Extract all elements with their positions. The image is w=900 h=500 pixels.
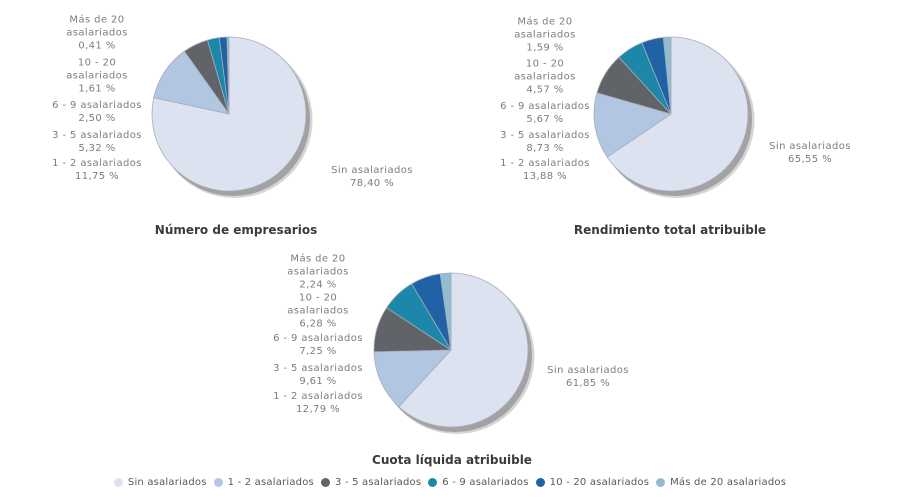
chart-title: Número de empresarios: [154, 223, 318, 237]
pie-slice-m-s-de-20-asalariados: [662, 36, 672, 115]
slice-label-m-s-de-20-asalariados: Más de 20 asalariados 2,24 %: [287, 253, 348, 292]
slice-label-line: 10 - 20: [525, 58, 565, 70]
slice-label-line: Más de 20: [517, 16, 573, 28]
slice-label-line: asalariados: [514, 71, 576, 83]
legend-item-1-2-asalariados: 1 - 2 asalariados: [213, 476, 314, 488]
legend-swatch-icon: [113, 477, 123, 487]
slice-label-line: 9,61 %: [299, 376, 337, 387]
slice-label-1-2-asalariados: 1 - 2 asalariados 13,88 %: [500, 157, 590, 183]
slice-label-line: 10 - 20: [298, 292, 338, 304]
slice-label-line: Más de 20: [69, 14, 125, 26]
legend-item-sin-asalariados: Sin asalariados: [113, 476, 207, 488]
slice-label-sin-asalariados: Sin asalariados 61,85 %: [547, 364, 629, 390]
slice-label-line: 4,57 %: [526, 84, 564, 96]
slice-label-line: 5,67 %: [526, 114, 564, 125]
slice-label-3-5-asalariados: 3 - 5 asalariados 9,61 %: [273, 362, 363, 388]
slice-label-3-5-asalariados: 3 - 5 asalariados 5,32 %: [52, 129, 142, 155]
chart-title: Rendimiento total atribuible: [573, 223, 767, 237]
legend-swatch-icon: [428, 477, 438, 487]
legend-item-6-9-asalariados: 6 - 9 asalariados: [428, 477, 528, 488]
slice-label-line: 65,55 %: [787, 154, 833, 165]
slice-label-line: Más de 20: [290, 253, 346, 265]
slice-label-m-s-de-20-asalariados: Más de 20 asalariados 0,41 %: [66, 14, 127, 53]
slice-label-line: 6 - 9 asalariados: [52, 100, 142, 111]
slice-label-line: 3 - 5 asalariados: [52, 130, 142, 141]
slice-label-sin-asalariados: Sin asalariados 65,55 %: [769, 140, 851, 166]
slice-label-line: 1 - 2 asalariados: [52, 158, 142, 169]
legend-label: 6 - 9 asalariados: [442, 476, 529, 488]
slice-label-1-2-asalariados: 1 - 2 asalariados 12,79 %: [273, 390, 363, 416]
legend-label: 10 - 20 asalariados: [549, 476, 650, 488]
legend-swatch-icon: [320, 477, 330, 487]
slice-label-line: 2,24 %: [299, 279, 337, 291]
slice-label-6-9-asalariados: 6 - 9 asalariados 5,67 %: [500, 100, 590, 126]
pie-slice-1-2-asalariados: [373, 349, 452, 408]
slice-label-line: 10 - 20: [77, 57, 117, 69]
pie-slice-m-s-de-20-asalariados: [439, 272, 452, 351]
slice-label-line: 3 - 5 asalariados: [500, 130, 590, 141]
pie-graphic: [151, 36, 313, 198]
slice-label-line: 11,75 %: [74, 171, 120, 182]
slice-label-line: 1,61 %: [78, 83, 116, 95]
slice-label-line: 6 - 9 asalariados: [273, 333, 363, 344]
slice-label-line: Sin asalariados: [769, 141, 851, 152]
slice-label-line: 78,40 %: [349, 178, 395, 189]
slice-label-10-20-asalariados: 10 - 20 asalariados 4,57 %: [514, 58, 575, 97]
slice-label-6-9-asalariados: 6 - 9 asalariados 7,25 %: [273, 332, 363, 358]
slice-label-m-s-de-20-asalariados: Más de 20 asalariados 1,59 %: [514, 16, 575, 55]
slice-label-line: Sin asalariados: [331, 165, 413, 176]
pie-slice-sin-asalariados: [151, 36, 307, 192]
slice-label-line: asalariados: [287, 266, 349, 278]
slice-label-line: 0,41 %: [78, 40, 116, 52]
legend-swatch-icon: [213, 477, 223, 487]
slice-label-line: 1,59 %: [526, 42, 564, 54]
pie-graphic: [373, 272, 535, 434]
legend-label: 1 - 2 asalariados: [227, 476, 314, 488]
slice-label-sin-asalariados: Sin asalariados 78,40 %: [331, 164, 413, 190]
slice-label-6-9-asalariados: 6 - 9 asalariados 2,50 %: [52, 99, 142, 125]
slice-label-1-2-asalariados: 1 - 2 asalariados 11,75 %: [52, 157, 142, 183]
slice-label-line: 12,79 %: [295, 404, 341, 415]
legend-item-m-s-de-20-asalariados: Más de 20 asalariados: [656, 477, 786, 488]
legend-label: Más de 20 asalariados: [670, 476, 787, 488]
slice-label-line: 1 - 2 asalariados: [500, 158, 590, 169]
slice-label-line: 13,88 %: [522, 171, 568, 182]
slice-label-line: 5,32 %: [78, 143, 116, 154]
legend-label: 3 - 5 asalariados: [334, 476, 422, 488]
slice-label-line: Sin asalariados: [547, 365, 629, 376]
slice-label-3-5-asalariados: 3 - 5 asalariados 8,73 %: [500, 129, 590, 155]
slice-label-line: 6,28 %: [299, 318, 337, 330]
chart-legend: Sin asalariados 1 - 2 asalariados 3 - 5 as…: [0, 473, 900, 491]
slice-label-line: asalariados: [514, 29, 576, 41]
slice-label-line: asalariados: [66, 27, 128, 39]
pie-graphic: [593, 36, 755, 198]
legend-item-3-5-asalariados: 3 - 5 asalariados: [320, 476, 422, 488]
slice-label-line: asalariados: [287, 305, 349, 317]
slice-label-10-20-asalariados: 10 - 20 asalariados 6,28 %: [287, 292, 348, 331]
pie-slice-sin-asalariados: [606, 36, 749, 192]
slice-label-line: 2,50 %: [78, 113, 116, 124]
slice-label-line: asalariados: [66, 70, 128, 82]
pie-slice-m-s-de-20-asalariados: [226, 36, 230, 115]
slice-label-line: 1 - 2 asalariados: [273, 391, 363, 402]
slice-label-line: 61,85 %: [565, 378, 611, 389]
slice-label-line: 3 - 5 asalariados: [273, 363, 363, 374]
slice-label-10-20-asalariados: 10 - 20 asalariados 1,61 %: [66, 57, 127, 96]
legend-swatch-icon: [535, 477, 545, 487]
legend-swatch-icon: [656, 477, 666, 487]
chart-title: Cuota líquida atribuible: [372, 453, 532, 467]
pie-slice-sin-asalariados: [398, 272, 529, 428]
slice-label-line: 7,25 %: [299, 346, 337, 357]
legend-label: Sin asalariados: [127, 476, 207, 488]
slice-label-line: 6 - 9 asalariados: [500, 101, 590, 112]
slice-label-line: 8,73 %: [526, 143, 564, 154]
legend-item-10-20-asalariados: 10 - 20 asalariados: [535, 476, 650, 488]
